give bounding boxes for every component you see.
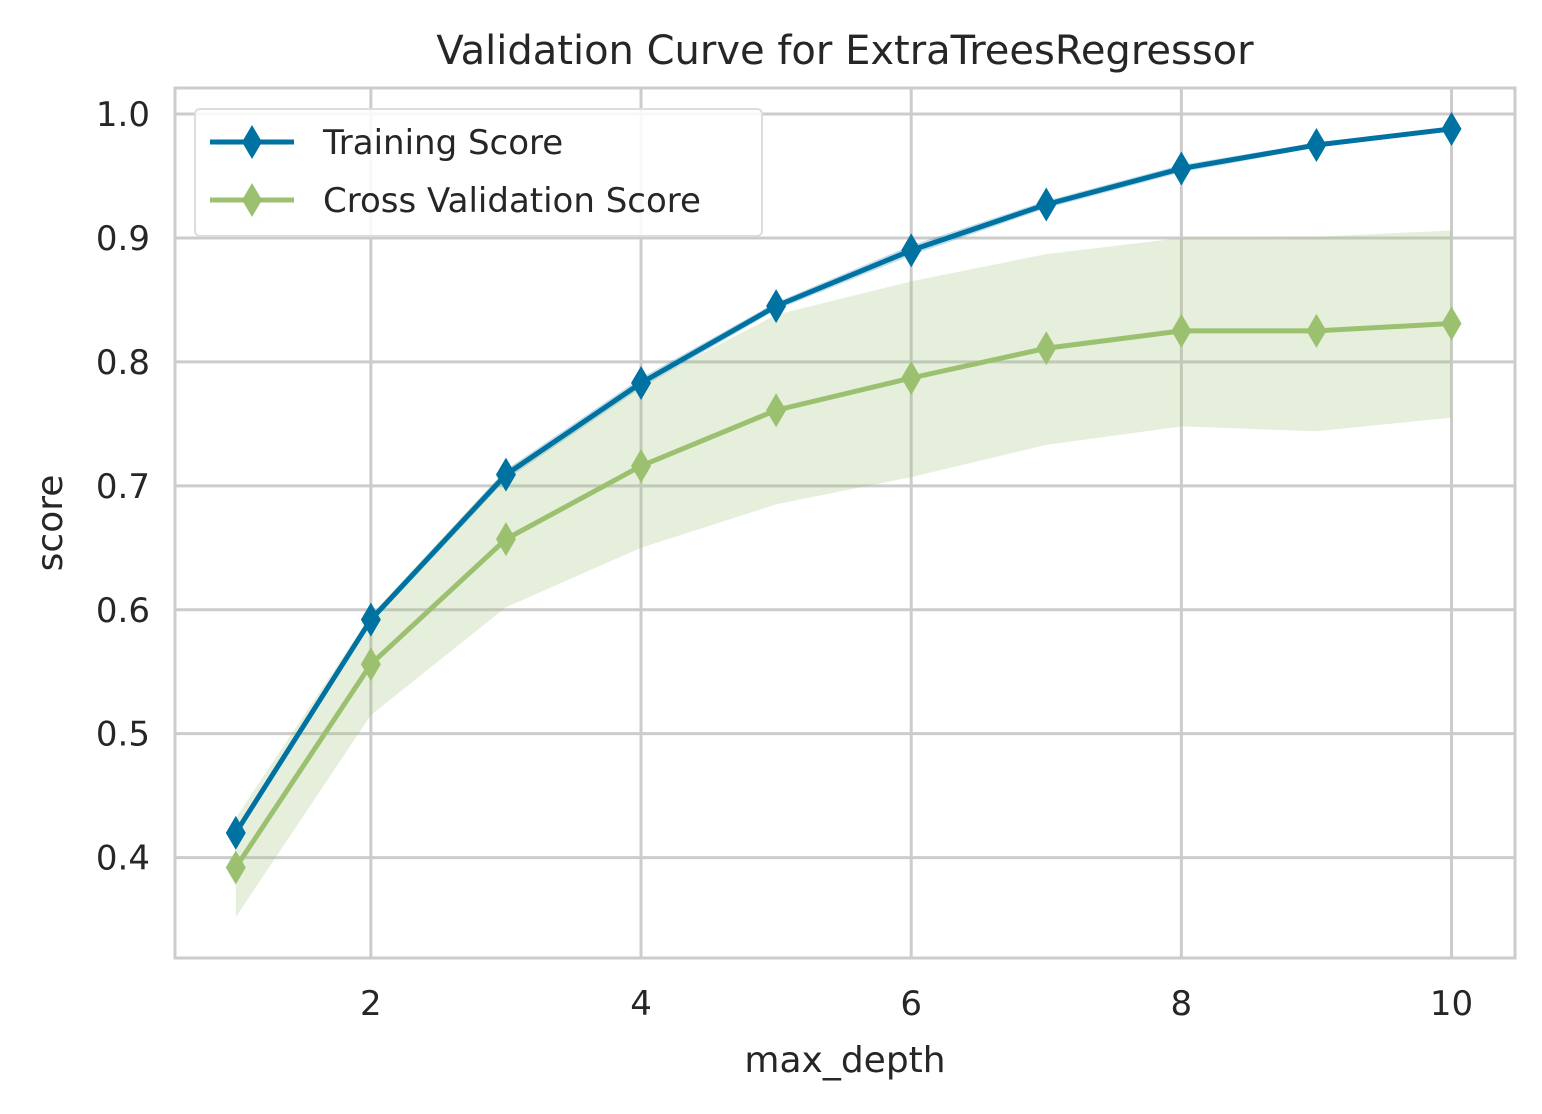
chart-title: Validation Curve for ExtraTreesRegressor [436,28,1254,74]
cross-validation-score-point [360,647,381,682]
series-lines [225,111,1462,885]
training-score-point [901,233,922,268]
tick-labels: 2 4 6 8 10 0.4 0.5 0.6 0.7 0.8 0.9 1.0 [96,95,1473,1024]
cross-validation-score-legend-marker [242,183,262,217]
x-axis-label: max_depth [744,1040,945,1081]
training-score-line [233,126,1452,835]
y-axis-label: score [30,475,71,572]
training-score-point [1036,187,1057,222]
y-tick-label: 0.9 [96,219,150,259]
training-score-point [1306,128,1327,163]
training-score-point [225,815,246,850]
y-tick-label: 0.7 [96,467,150,507]
training-score-point [766,289,787,324]
y-tick-label: 0.5 [96,715,150,755]
x-tick-label: 4 [630,984,652,1024]
x-tick-label: 6 [900,984,922,1024]
training-score-point [1171,151,1192,186]
cross-validation-score-point [1441,306,1462,341]
bands [235,127,1452,918]
cross-validation-score-point [1306,313,1327,348]
training-score-point [1441,111,1462,146]
cross-validation-score-legend-label: Cross Validation Score [323,181,701,221]
legend: Training Score Cross Validation Score [194,108,763,237]
cross-validation-score-point [901,361,922,395]
y-tick-label: 0.4 [96,839,150,879]
cross-validation-score-point [225,850,246,885]
training-score-point [360,602,381,637]
y-tick-label: 0.6 [96,591,150,631]
training-score-legend-marker [242,125,262,159]
x-tick-label: 10 [1430,984,1473,1024]
y-tick-label: 1.0 [96,95,150,135]
y-tick-label: 0.8 [96,343,150,383]
cross-validation-score-point [1171,313,1192,348]
training-score-point [495,457,516,492]
x-tick-label: 8 [1171,984,1193,1024]
cross-validation-score-point [1036,331,1057,366]
cross-validation-score-point [766,393,787,428]
cross-validation-score-band [235,230,1452,918]
training-score-point [631,365,652,400]
cross-validation-score-line [233,320,1452,869]
plot-frame [173,86,1517,960]
cross-validation-score-point [631,448,652,483]
x-tick-label: 2 [360,984,382,1024]
cross-validation-score-point [495,522,516,557]
training-score-legend-label: Training Score [322,123,563,163]
legend-box [194,108,763,237]
